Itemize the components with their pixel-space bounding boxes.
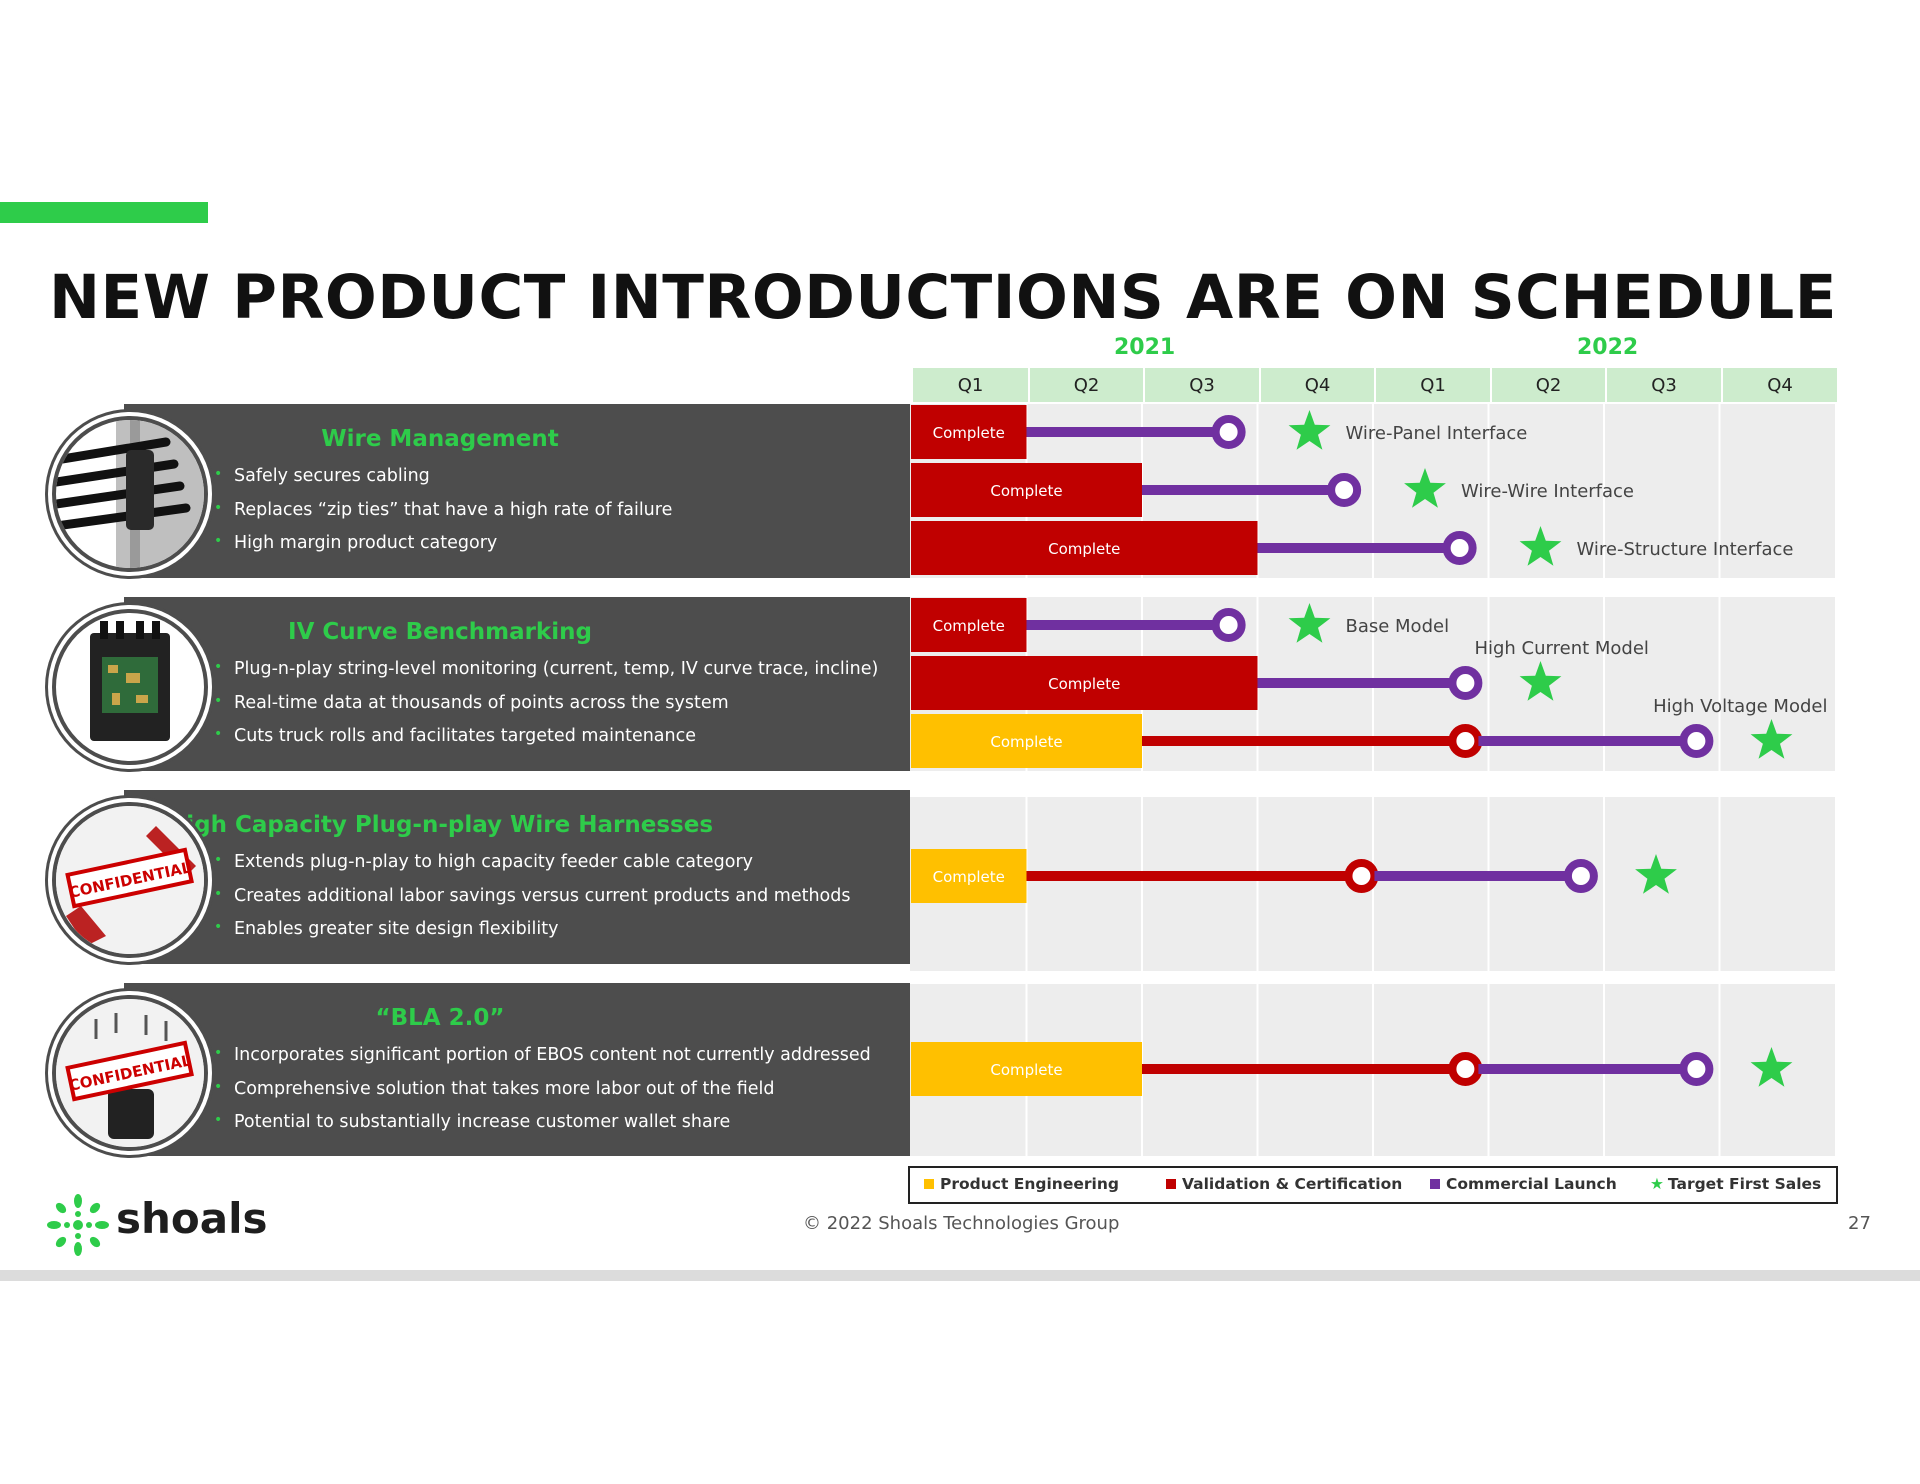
complete-label: Complete bbox=[1048, 675, 1120, 693]
launch-milestone bbox=[1679, 1052, 1714, 1086]
category-title: “BLA 2.0” bbox=[375, 1005, 505, 1031]
launch-milestone bbox=[1211, 415, 1246, 449]
confidential-stamp-icon: CONFIDENTIAL bbox=[52, 802, 208, 958]
complete-label: Complete bbox=[990, 1061, 1062, 1079]
target-star bbox=[1404, 468, 1446, 508]
complete-bar bbox=[911, 521, 1258, 575]
complete-bar bbox=[911, 849, 1027, 903]
category-title: IV Curve Benchmarking bbox=[288, 619, 592, 645]
category-title: Wire Management bbox=[321, 426, 559, 452]
quarter-header: Q3 bbox=[1143, 368, 1259, 402]
quarter-header: Q3 bbox=[1605, 368, 1721, 402]
bullet-item: • Safely secures cabling bbox=[214, 466, 430, 486]
target-star bbox=[1519, 526, 1562, 566]
circuit-board-photo-icon bbox=[52, 609, 208, 765]
page-title: NEW PRODUCT INTRODUCTIONS ARE ON SCHEDUL… bbox=[49, 262, 1837, 333]
accent-bar bbox=[0, 202, 208, 223]
bullet-item: • Creates additional labor savings versus… bbox=[214, 886, 851, 906]
confidential-stamp-icon: CONFIDENTIAL bbox=[52, 995, 208, 1151]
page-number: 27 bbox=[1848, 1213, 1871, 1234]
legend-target-first-sales: ★ Target First Sales bbox=[1650, 1175, 1822, 1193]
category-card-wire-harnesses: High Capacity Plug-n-play Wire Harnesses… bbox=[124, 790, 910, 964]
complete-bar bbox=[911, 1042, 1142, 1096]
bullet-item: • Plug-n-play string-level monitoring (cu… bbox=[214, 659, 879, 679]
cable-clip-photo-icon bbox=[52, 416, 208, 572]
product-label: High Voltage Model bbox=[1653, 696, 1827, 717]
complete-bar bbox=[911, 405, 1027, 459]
target-star bbox=[1750, 1047, 1793, 1087]
complete-bar bbox=[911, 656, 1258, 710]
legend-product-engineering: Product Engineering bbox=[924, 1175, 1119, 1193]
complete-bar bbox=[911, 714, 1142, 768]
target-star bbox=[1288, 603, 1331, 643]
launch-milestone bbox=[1327, 473, 1362, 507]
target-star bbox=[1288, 410, 1331, 450]
bullet-item: • Extends plug-n-play to high capacity fe… bbox=[214, 852, 754, 872]
quarter-header: Q4 bbox=[1259, 368, 1374, 402]
bullet-item: • Comprehensive solution that takes more … bbox=[214, 1079, 775, 1099]
bullet-item: • Cuts truck rolls and facilitates target… bbox=[214, 726, 697, 746]
complete-label: Complete bbox=[933, 617, 1005, 635]
launch-milestone bbox=[1679, 724, 1714, 758]
legend: Product Engineering Validation & Certifi… bbox=[908, 1166, 1838, 1204]
target-star bbox=[1750, 719, 1793, 759]
quarter-header: Q2 bbox=[1490, 368, 1605, 402]
product-label: Wire-Panel Interface bbox=[1345, 423, 1527, 444]
category-card-iv-curve: IV Curve Benchmarking • Plug-n-play strin… bbox=[124, 597, 910, 771]
copyright: © 2022 Shoals Technologies Group bbox=[803, 1213, 1120, 1234]
complete-label: Complete bbox=[1048, 540, 1120, 558]
category-title: High Capacity Plug-n-play Wire Harnesses bbox=[166, 812, 714, 838]
shoals-logo-text: shoals bbox=[116, 1194, 268, 1243]
complete-label: Complete bbox=[933, 868, 1005, 886]
legend-validation-certification: Validation & Certification bbox=[1166, 1175, 1402, 1193]
legend-commercial-launch: Commercial Launch bbox=[1430, 1175, 1617, 1193]
bullet-item: • Real-time data at thousands of points a… bbox=[214, 693, 729, 713]
validation-milestone bbox=[1344, 859, 1379, 893]
bullet-item: • Replaces “zip ties” that have a high ra… bbox=[214, 500, 673, 520]
complete-label: Complete bbox=[990, 733, 1062, 751]
product-label: High Current Model bbox=[1474, 638, 1648, 659]
product-label: Wire-Wire Interface bbox=[1461, 481, 1634, 502]
product-label: Wire-Structure Interface bbox=[1576, 539, 1793, 560]
launch-milestone bbox=[1563, 859, 1598, 893]
complete-bar bbox=[911, 598, 1027, 652]
bottom-rule bbox=[0, 1270, 1920, 1281]
quarter-header: Q2 bbox=[1028, 368, 1143, 402]
complete-bar bbox=[911, 463, 1142, 517]
product-label: Base Model bbox=[1345, 616, 1449, 637]
category-card-bla-2: “BLA 2.0” • Incorporates significant port… bbox=[124, 983, 910, 1156]
launch-milestone bbox=[1448, 666, 1483, 700]
complete-label: Complete bbox=[933, 424, 1005, 442]
target-star bbox=[1519, 661, 1562, 701]
year-label-2022: 2022 bbox=[1577, 335, 1639, 360]
category-card-wire-management: Wire Management • Safely secures cabling … bbox=[124, 404, 910, 578]
launch-milestone bbox=[1442, 531, 1477, 565]
complete-label: Complete bbox=[990, 482, 1062, 500]
quarter-header: Q1 bbox=[913, 368, 1028, 402]
quarter-header: Q4 bbox=[1721, 368, 1837, 402]
validation-milestone bbox=[1448, 1052, 1483, 1086]
bullet-item: • Potential to substantially increase cus… bbox=[214, 1112, 731, 1132]
quarter-header: Q1 bbox=[1374, 368, 1490, 402]
bullet-item: • Incorporates significant portion of EBO… bbox=[214, 1045, 871, 1065]
launch-milestone bbox=[1211, 608, 1246, 642]
bullet-item: • Enables greater site design flexibility bbox=[214, 919, 559, 939]
bullet-item: • High margin product category bbox=[214, 533, 498, 553]
year-label-2021: 2021 bbox=[1114, 335, 1176, 360]
shoals-logo-icon bbox=[47, 1194, 109, 1256]
target-star bbox=[1635, 854, 1677, 894]
validation-milestone bbox=[1448, 724, 1483, 758]
